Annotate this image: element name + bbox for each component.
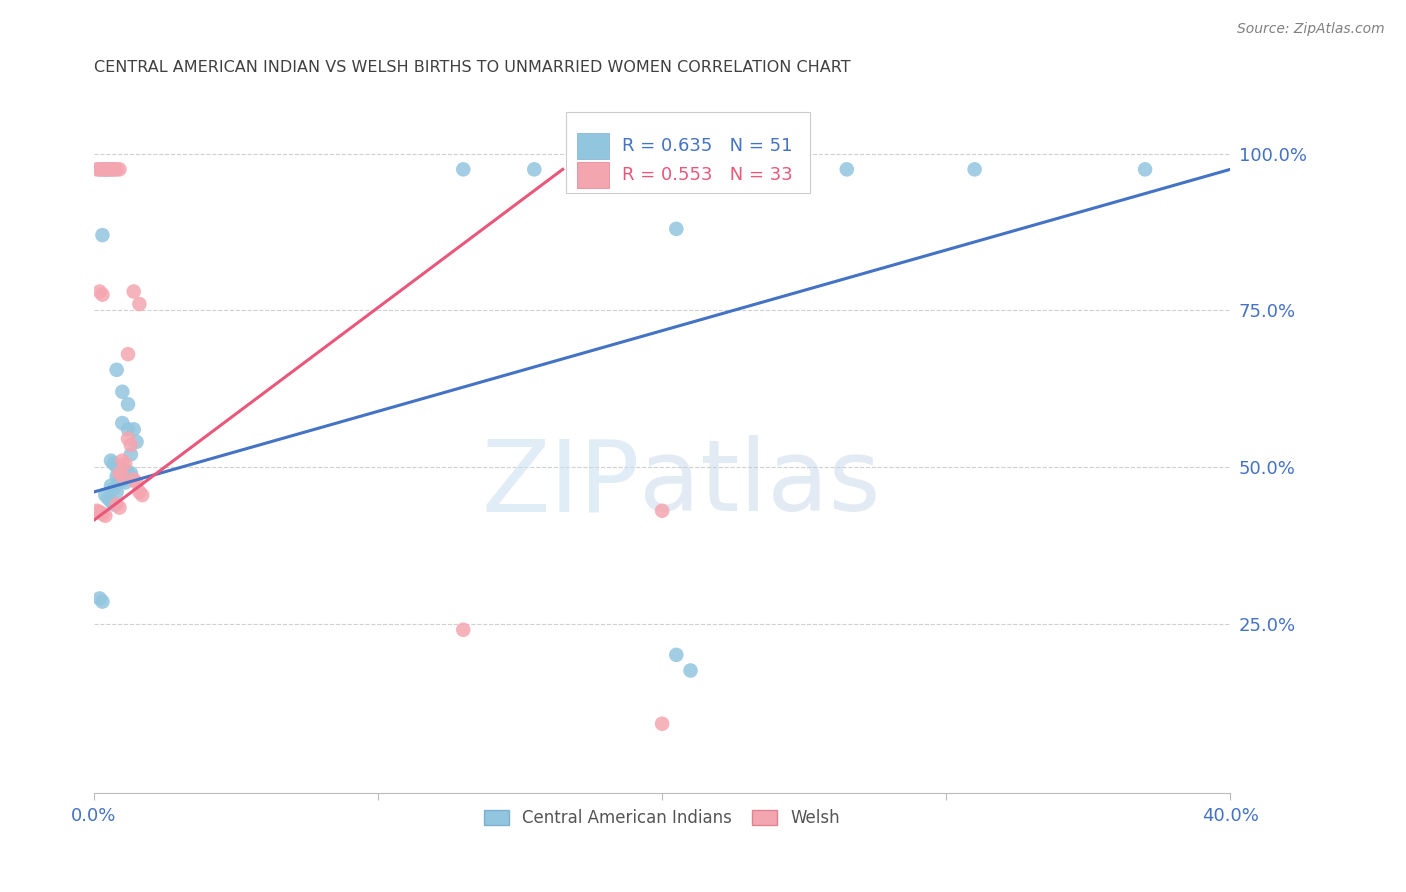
Point [131,488,153,502]
Text: ZIP: ZIP [481,435,640,533]
Point [91,594,114,608]
Point [451,623,474,637]
Point [105,459,128,474]
Legend: Central American Indians, Welsh: Central American Indians, Welsh [478,802,846,833]
Point [108,500,131,515]
Point [651,716,673,731]
Point [117,347,139,361]
FancyBboxPatch shape [576,161,609,188]
Point [100,162,122,177]
Point [86,504,108,518]
Point [679,664,702,678]
Point [122,422,145,436]
Text: CENTRAL AMERICAN INDIAN VS WELSH BIRTHS TO UNMARRIED WOMEN CORRELATION CHART: CENTRAL AMERICAN INDIAN VS WELSH BIRTHS … [94,60,851,75]
Point [122,472,145,486]
Point [651,504,673,518]
Point [89,162,111,177]
Point [451,162,474,177]
Point [94,162,117,177]
Point [89,505,111,519]
Point [125,434,148,449]
Point [91,162,114,177]
Point [1133,162,1156,177]
Point [94,162,117,177]
Point [665,222,688,236]
Point [122,285,145,299]
Point [108,162,131,177]
Point [105,498,128,512]
Point [120,466,142,480]
Point [86,162,108,177]
Point [103,498,125,512]
Point [128,485,150,500]
Point [91,228,114,243]
Point [665,648,688,662]
Point [89,591,111,606]
Point [97,491,120,506]
Point [114,475,136,490]
Point [111,474,134,488]
Point [523,162,546,177]
Point [108,472,131,486]
Text: R = 0.635   N = 51: R = 0.635 N = 51 [623,137,793,155]
Point [100,479,122,493]
Point [89,285,111,299]
Point [103,482,125,496]
Text: R = 0.553   N = 33: R = 0.553 N = 33 [623,166,793,184]
Point [120,447,142,461]
FancyBboxPatch shape [565,112,810,193]
Point [91,162,114,177]
Point [125,475,148,490]
Point [108,459,131,474]
Point [97,162,120,177]
Point [94,488,117,502]
Point [103,457,125,471]
Point [105,363,128,377]
Text: atlas: atlas [640,435,882,533]
Point [111,459,134,474]
Point [111,384,134,399]
Point [91,287,114,301]
Point [114,457,136,471]
Point [117,432,139,446]
Point [835,162,858,177]
Point [963,162,986,177]
Point [94,508,117,523]
Point [114,463,136,477]
Point [117,422,139,436]
Point [100,494,122,508]
Point [105,485,128,500]
Point [105,162,128,177]
Point [89,162,111,177]
Point [100,162,122,177]
Point [111,416,134,430]
Point [111,453,134,467]
FancyBboxPatch shape [576,133,609,160]
Point [103,162,125,177]
Point [94,162,117,177]
Point [100,453,122,467]
Point [117,466,139,480]
Text: Source: ZipAtlas.com: Source: ZipAtlas.com [1237,22,1385,37]
Point [91,507,114,521]
Point [120,438,142,452]
Point [111,469,134,483]
Point [108,466,131,480]
Point [103,162,125,177]
Point [97,162,120,177]
Point [117,397,139,411]
Point [105,469,128,483]
Point [128,297,150,311]
